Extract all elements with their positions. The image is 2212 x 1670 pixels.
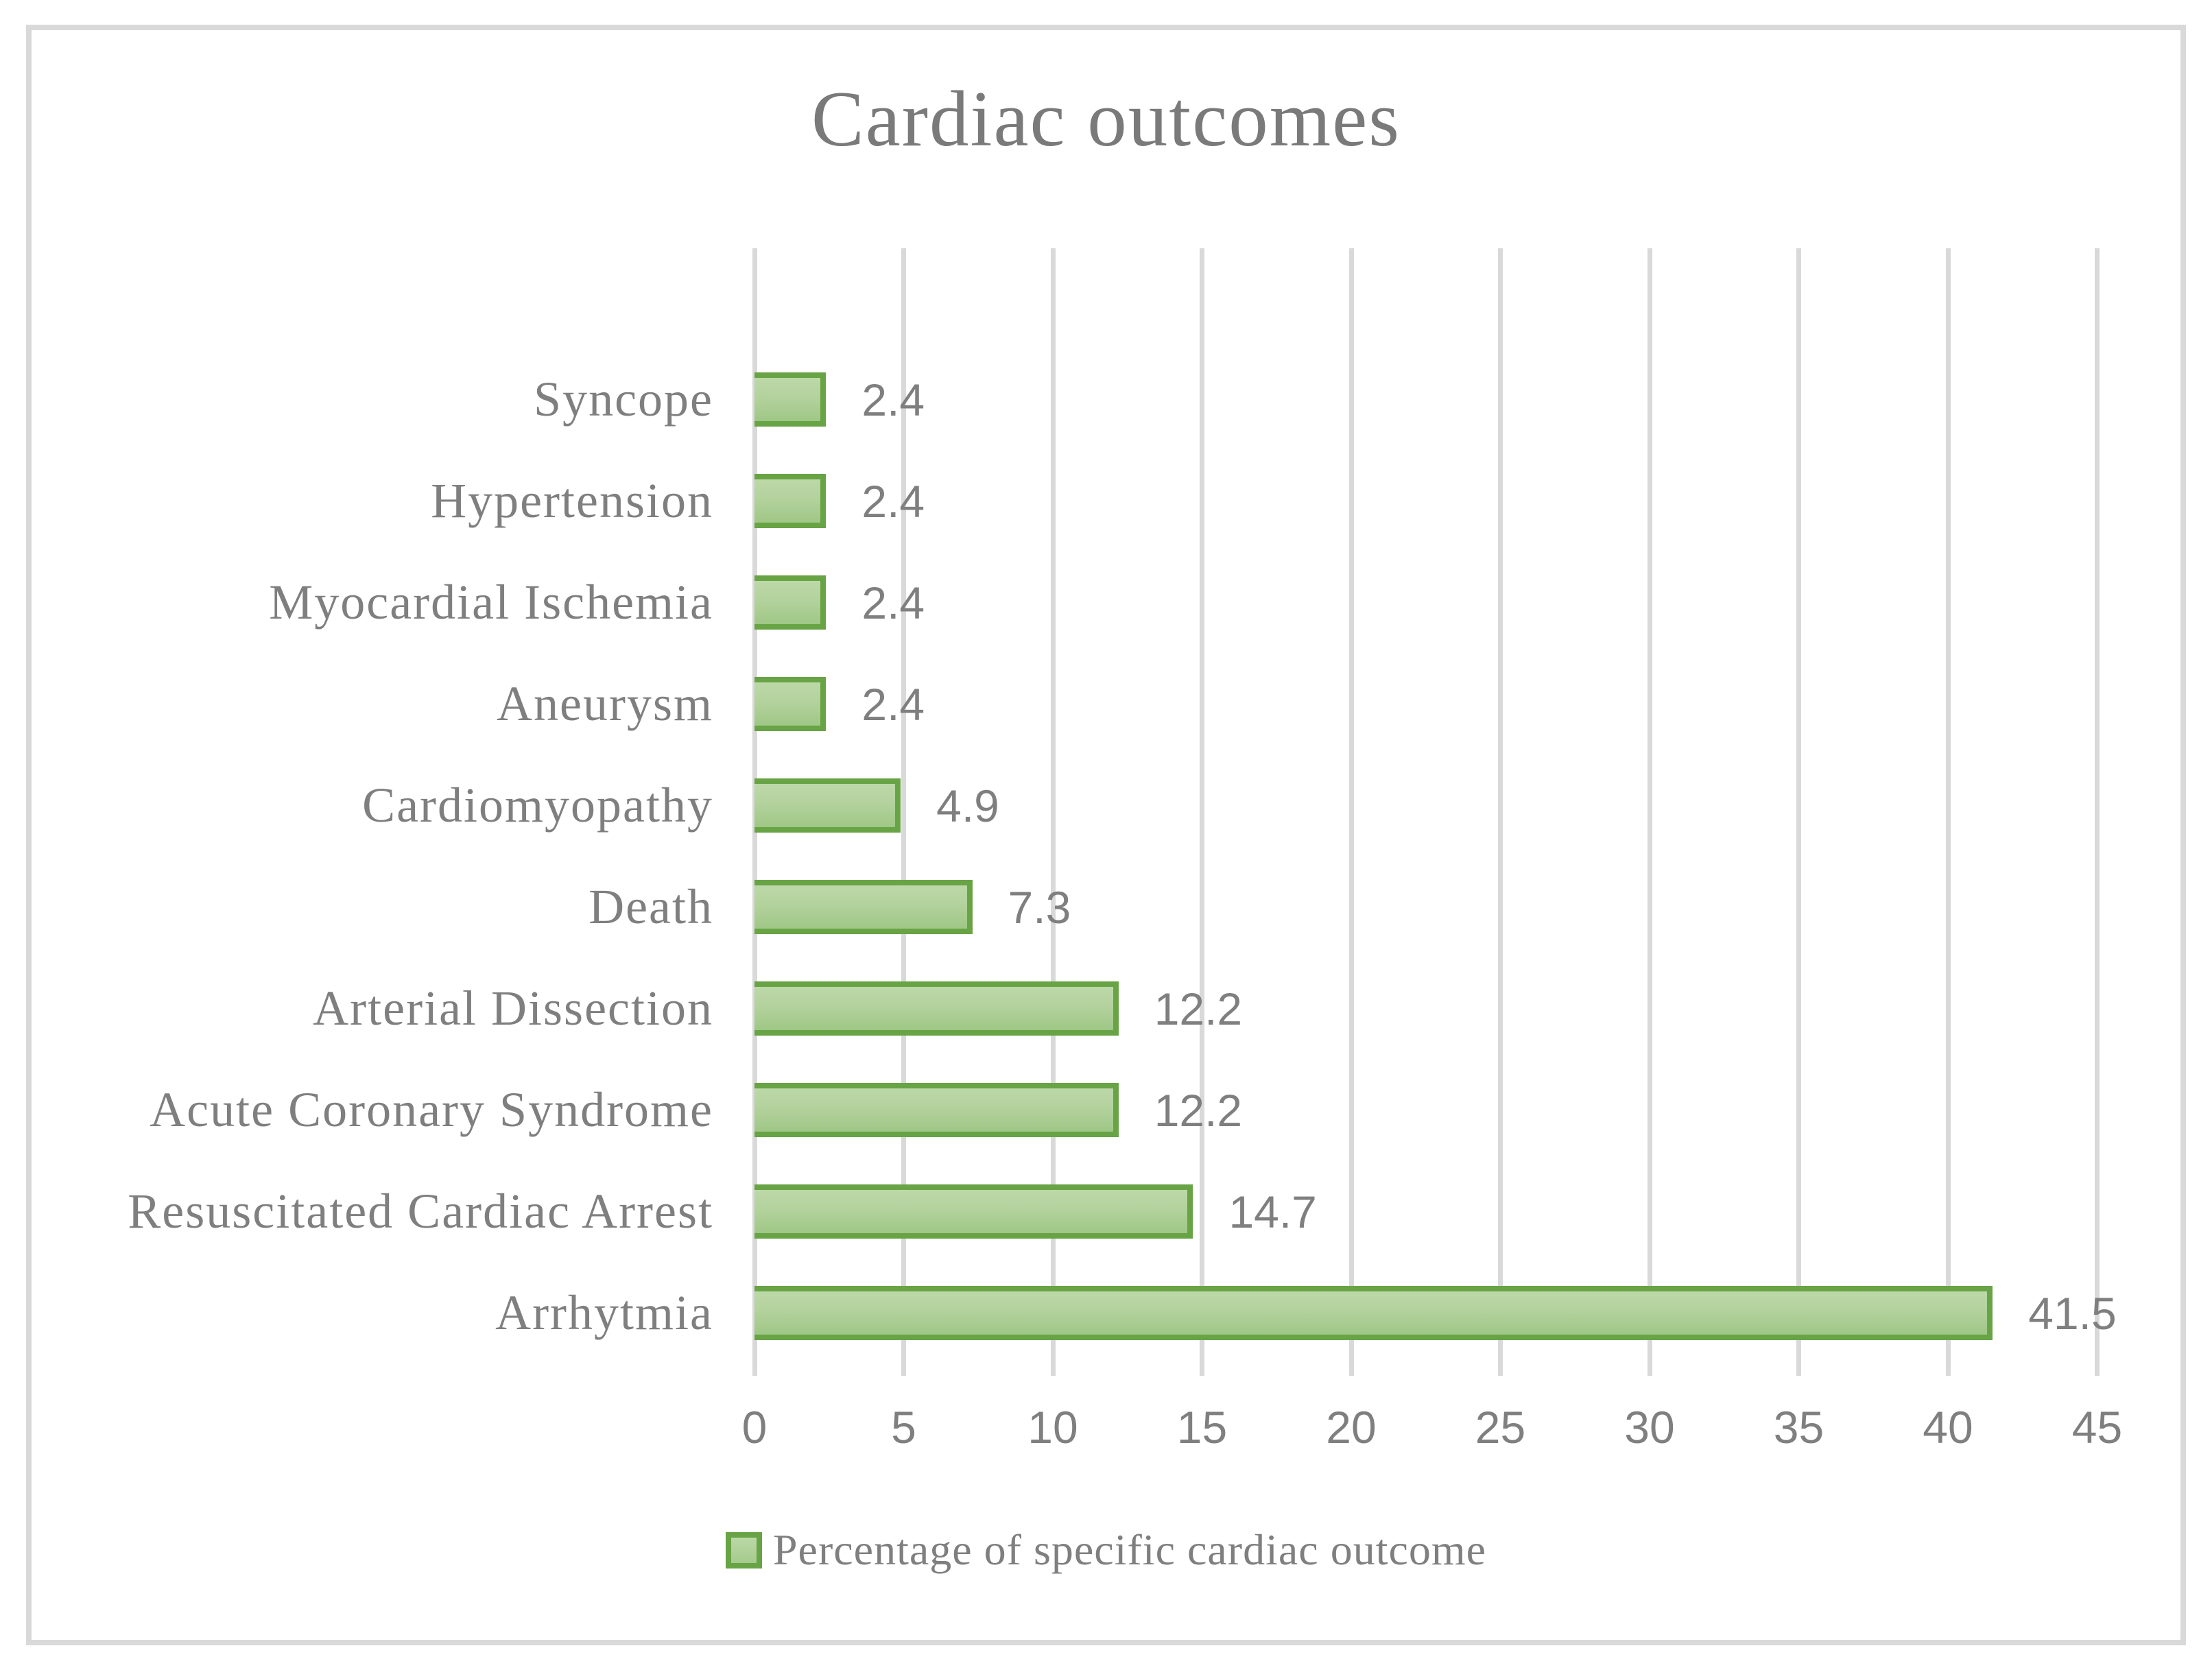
x-axis-tick-label: 10 (1027, 1402, 1078, 1453)
gridline-x-25 (1498, 248, 1503, 1376)
x-axis-tick-label: 25 (1475, 1402, 1526, 1453)
category-label: Death (588, 879, 713, 934)
category-label: Syncope (534, 372, 713, 427)
value-label: 2.4 (861, 678, 925, 730)
x-axis-tick-label: 0 (741, 1402, 768, 1453)
bar-aneurysm (754, 677, 826, 731)
bar-death (754, 880, 973, 934)
value-label: 14.7 (1228, 1186, 1317, 1237)
category-label: Cardiomyopathy (362, 778, 713, 833)
gridline-x-5 (901, 248, 906, 1376)
gridline-x-10 (1050, 248, 1056, 1376)
gridline-x-30 (1647, 248, 1652, 1376)
gridline-x-20 (1348, 248, 1354, 1376)
bar-cardiomyopathy (754, 778, 901, 833)
category-label: Acute Coronary Syndrome (150, 1082, 713, 1137)
gridline-x-35 (1796, 248, 1801, 1376)
value-label: 2.4 (861, 374, 925, 425)
gridline-x-45 (2095, 248, 2100, 1376)
category-label: Aneurysm (497, 676, 713, 731)
bar-myocardial-ischemia (754, 575, 826, 630)
value-label: 2.4 (861, 475, 925, 527)
legend-label: Percentage of specific cardiac outcome (772, 1525, 1487, 1574)
category-label: Myocardial Ischemia (269, 575, 713, 630)
value-label: 7.3 (1008, 881, 1071, 933)
bar-resuscitated-cardiac-arrest (754, 1184, 1193, 1239)
bar-syncope (754, 372, 826, 427)
legend-swatch-icon (725, 1531, 762, 1568)
x-axis-tick-label: 30 (1624, 1402, 1675, 1453)
category-label: Hypertension (431, 473, 713, 528)
gridline-x-40 (1945, 248, 1951, 1376)
value-label: 2.4 (861, 577, 925, 628)
bar-acute-coronary-syndrome (754, 1083, 1119, 1137)
value-label: 12.2 (1154, 983, 1243, 1034)
value-label: 4.9 (936, 780, 999, 831)
value-label: 41.5 (2028, 1287, 2117, 1339)
value-label: 12.2 (1154, 1084, 1243, 1136)
gridline-x-15 (1200, 248, 1204, 1376)
bar-hypertension (754, 474, 826, 528)
x-axis-tick-label: 45 (2071, 1402, 2123, 1453)
x-axis-tick-label: 5 (891, 1402, 916, 1453)
x-axis-tick-label: 15 (1176, 1402, 1228, 1453)
bar-arterial-dissection (754, 981, 1119, 1036)
chart-title: Cardiac outcomes (811, 75, 1401, 163)
bar-arrhytmia (754, 1286, 1993, 1340)
x-axis-tick-label: 20 (1326, 1402, 1377, 1453)
x-axis-tick-label: 40 (1923, 1402, 1973, 1453)
chart-frame (26, 25, 2186, 1645)
category-label: Arrhytmia (495, 1285, 713, 1340)
legend: Percentage of specific cardiac outcome (0, 1512, 2212, 1588)
category-label: Arterial Dissection (313, 981, 713, 1036)
x-axis-tick-label: 35 (1773, 1402, 1824, 1453)
category-label: Resuscitated Cardiac Arrest (128, 1184, 713, 1239)
